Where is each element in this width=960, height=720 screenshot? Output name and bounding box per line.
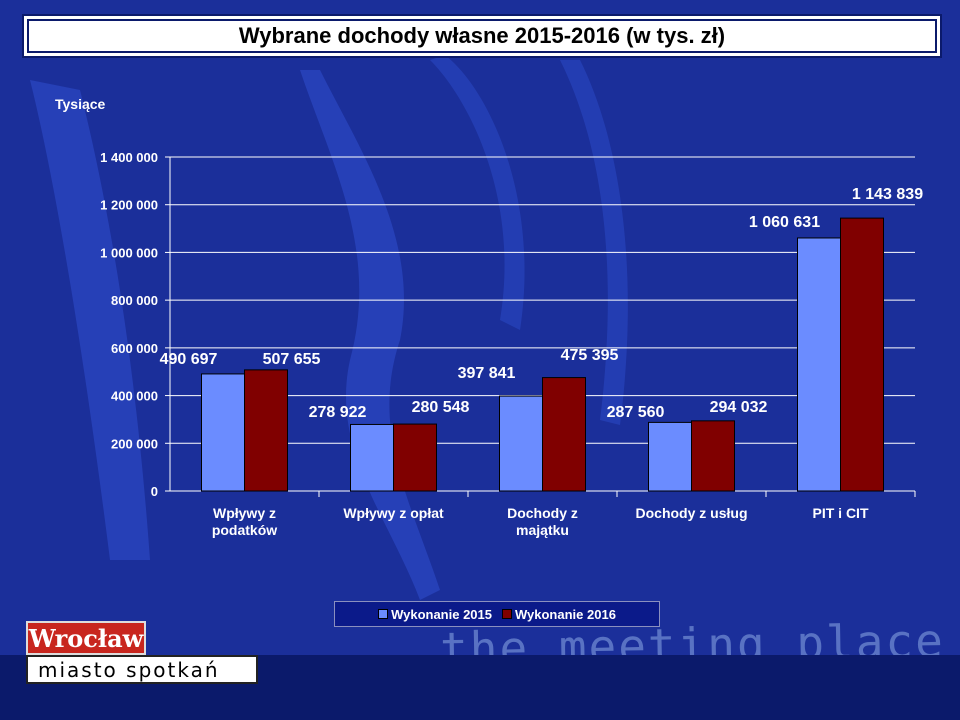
chart-title: Wybrane dochody własne 2015-2016 (w tys.… bbox=[238, 23, 726, 48]
legend-item-2015: Wykonanie 2015 bbox=[378, 607, 492, 622]
logo-subtitle: miasto spotkań bbox=[26, 655, 258, 684]
bar-2015 bbox=[350, 423, 394, 492]
x-tick-label: majątku bbox=[516, 522, 569, 538]
data-label-2015: 278 922 bbox=[309, 404, 367, 421]
bar-2015 bbox=[797, 237, 841, 492]
bar-chart: 0 200 000 400 000 600 000 800 000 1 000 000 1 … bbox=[100, 150, 923, 538]
bar-2015 bbox=[648, 421, 692, 492]
y-tick-label: 600 000 bbox=[111, 341, 158, 356]
legend-item-2016: Wykonanie 2016 bbox=[502, 607, 616, 622]
y-tick-label: 400 000 bbox=[111, 389, 158, 404]
y-tick-label: 0 bbox=[151, 484, 158, 499]
bar-2015 bbox=[499, 395, 543, 492]
data-label-2016: 1 143 839 bbox=[852, 186, 923, 203]
bar-2016 bbox=[840, 217, 884, 492]
title-border bbox=[27, 19, 937, 53]
legend-swatch-2015 bbox=[378, 609, 389, 619]
y-tick-label: 1 200 000 bbox=[100, 198, 158, 213]
bar-2015 bbox=[201, 373, 245, 492]
y-tick-label: 800 000 bbox=[111, 293, 158, 308]
x-tick-label: podatków bbox=[212, 522, 277, 538]
y-axis-label: Tysiące bbox=[55, 96, 106, 112]
legend-swatch-2016 bbox=[502, 609, 512, 619]
data-label-2015: 397 841 bbox=[458, 365, 516, 382]
data-label-2016: 280 548 bbox=[412, 399, 470, 416]
bar-2016 bbox=[244, 369, 288, 492]
legend-label-2016: Wykonanie 2016 bbox=[515, 606, 616, 622]
data-label-2016: 294 032 bbox=[710, 399, 768, 416]
x-tick-label: Dochody z usług bbox=[636, 505, 748, 521]
bar-2016 bbox=[691, 420, 735, 492]
y-tick-label: 200 000 bbox=[111, 436, 158, 451]
x-tick-label: Wpływy z opłat bbox=[343, 505, 444, 521]
bar-2016 bbox=[542, 377, 586, 492]
data-label-2015: 287 560 bbox=[607, 404, 665, 421]
legend: Wykonanie 2015 Wykonanie 2016 bbox=[334, 601, 660, 627]
x-tick-label: Dochody z bbox=[507, 505, 578, 521]
data-label-2015: 1 060 631 bbox=[749, 214, 820, 231]
y-tick-label: 1 000 000 bbox=[100, 245, 158, 260]
data-label-2015: 490 697 bbox=[160, 351, 218, 368]
logo-wroclaw: Wrocław bbox=[26, 621, 146, 655]
data-label-2016: 475 395 bbox=[561, 347, 619, 364]
x-tick-label: PIT i CIT bbox=[813, 505, 869, 521]
title-box: Wybrane dochody własne 2015-2016 (w tys.… bbox=[22, 14, 942, 58]
x-tick-label: Wpływy z bbox=[213, 505, 276, 521]
y-tick-label: 1 400 000 bbox=[100, 150, 158, 165]
bar-2016 bbox=[393, 423, 437, 492]
legend-label-2015: Wykonanie 2015 bbox=[391, 606, 492, 622]
data-label-2016: 507 655 bbox=[263, 351, 321, 368]
